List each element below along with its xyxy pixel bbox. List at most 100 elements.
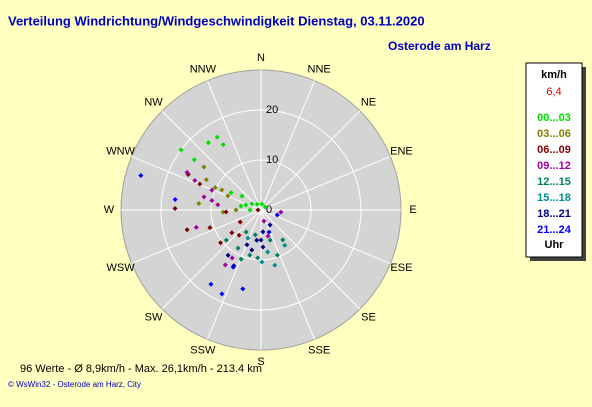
- wind-point: [193, 224, 199, 230]
- wind-point: [278, 209, 284, 215]
- spoke: [206, 209, 262, 340]
- wind-point: [207, 225, 213, 231]
- wind-point: [172, 196, 178, 202]
- wind-point: [238, 256, 244, 262]
- r-tick-label: 10: [266, 154, 278, 166]
- direction-label: W: [104, 204, 115, 216]
- wind-point: [238, 203, 244, 209]
- wind-point: [249, 201, 255, 207]
- wind-point: [265, 233, 271, 239]
- summary: 96 Werte - Ø 8,9km/h - Max. 26,1km/h - 2…: [20, 363, 262, 375]
- wind-point: [265, 249, 271, 255]
- wind-point: [223, 209, 229, 215]
- wind-point: [203, 177, 209, 183]
- wind-point: [260, 244, 266, 250]
- spoke: [161, 209, 262, 310]
- direction-label: WNW: [106, 146, 135, 158]
- wind-point: [201, 164, 207, 170]
- wind-point: [259, 201, 265, 207]
- grid-ring: [260, 209, 262, 211]
- wind-point: [218, 240, 224, 246]
- wind-point: [235, 245, 241, 251]
- r-tick-label: 0: [266, 204, 272, 216]
- direction-label: WSW: [107, 262, 136, 274]
- wind-point: [274, 212, 280, 218]
- wind-point: [225, 193, 231, 199]
- chart-title: Verteilung Windrichtung/Windgeschwindigk…: [8, 13, 425, 28]
- wind-point: [244, 242, 250, 248]
- wind-point: [254, 237, 260, 243]
- wind-point: [192, 178, 198, 184]
- wind-point: [219, 187, 225, 193]
- spoke: [260, 80, 316, 211]
- spoke: [206, 80, 262, 211]
- wind-point: [184, 227, 190, 233]
- wind-point: [255, 255, 261, 261]
- grid-ring: [210, 159, 312, 261]
- wind-point: [222, 262, 228, 268]
- wind-point: [220, 142, 226, 148]
- wind-point: [208, 281, 214, 287]
- wind-point: [209, 187, 215, 193]
- wind-point: [261, 218, 267, 224]
- legend-entry: 18...21: [537, 208, 571, 220]
- legend-entry: 21...24: [537, 224, 572, 236]
- direction-label: NNE: [308, 63, 331, 75]
- wind-point: [262, 204, 268, 210]
- legend-box: [525, 62, 583, 258]
- wind-point: [229, 230, 235, 236]
- wind-point: [138, 173, 144, 179]
- wind-point: [243, 229, 249, 235]
- wind-point: [240, 286, 246, 292]
- wind-point: [201, 194, 207, 200]
- wind-point: [172, 205, 178, 211]
- wind-point: [280, 237, 286, 243]
- wind-point: [282, 242, 288, 248]
- wind-point: [247, 207, 253, 213]
- spoke: [260, 110, 361, 211]
- direction-label: NE: [361, 96, 376, 108]
- wind-point: [245, 235, 251, 241]
- wind-point: [237, 219, 243, 225]
- wind-point: [252, 232, 258, 238]
- wind-point: [215, 202, 221, 208]
- wind-point: [247, 252, 253, 258]
- wind-point: [191, 157, 197, 163]
- direction-label: SW: [145, 311, 163, 323]
- wind-point: [229, 255, 235, 261]
- direction-label: ENE: [390, 146, 413, 158]
- wind-point: [254, 201, 260, 207]
- legend-entry: 09...12: [537, 160, 571, 172]
- wind-point: [272, 262, 278, 268]
- spoke: [131, 209, 262, 265]
- credit: © WsWin32 - Osterode am Harz, City: [8, 380, 141, 389]
- wind-point: [239, 193, 245, 199]
- spoke: [260, 209, 391, 265]
- legend-footer: Uhr: [545, 239, 565, 251]
- wind-point: [243, 202, 249, 208]
- direction-label: SSE: [308, 344, 330, 356]
- wind-point: [205, 140, 211, 146]
- wind-point: [196, 200, 202, 206]
- r-tick-label: 20: [266, 104, 278, 116]
- direction-label: SE: [361, 311, 376, 323]
- legend-unit: km/h: [541, 69, 567, 81]
- legend-entry: 15...18: [537, 192, 571, 204]
- direction-label: SSW: [190, 344, 216, 356]
- chart-subtitle: Osterode am Harz: [388, 39, 491, 53]
- wind-point: [259, 259, 265, 265]
- wind-point: [230, 264, 236, 270]
- spoke: [131, 155, 262, 211]
- direction-label: N: [257, 52, 265, 64]
- direction-label: ESE: [390, 262, 412, 274]
- wind-point: [274, 252, 280, 258]
- spoke: [260, 209, 361, 310]
- legend-entry: 03...06: [537, 128, 571, 140]
- wind-point: [209, 197, 215, 203]
- wind-point: [267, 237, 273, 243]
- spoke: [161, 110, 262, 211]
- legend-note: 6,4: [546, 86, 561, 98]
- wind-point: [260, 229, 266, 235]
- wind-point: [255, 207, 261, 213]
